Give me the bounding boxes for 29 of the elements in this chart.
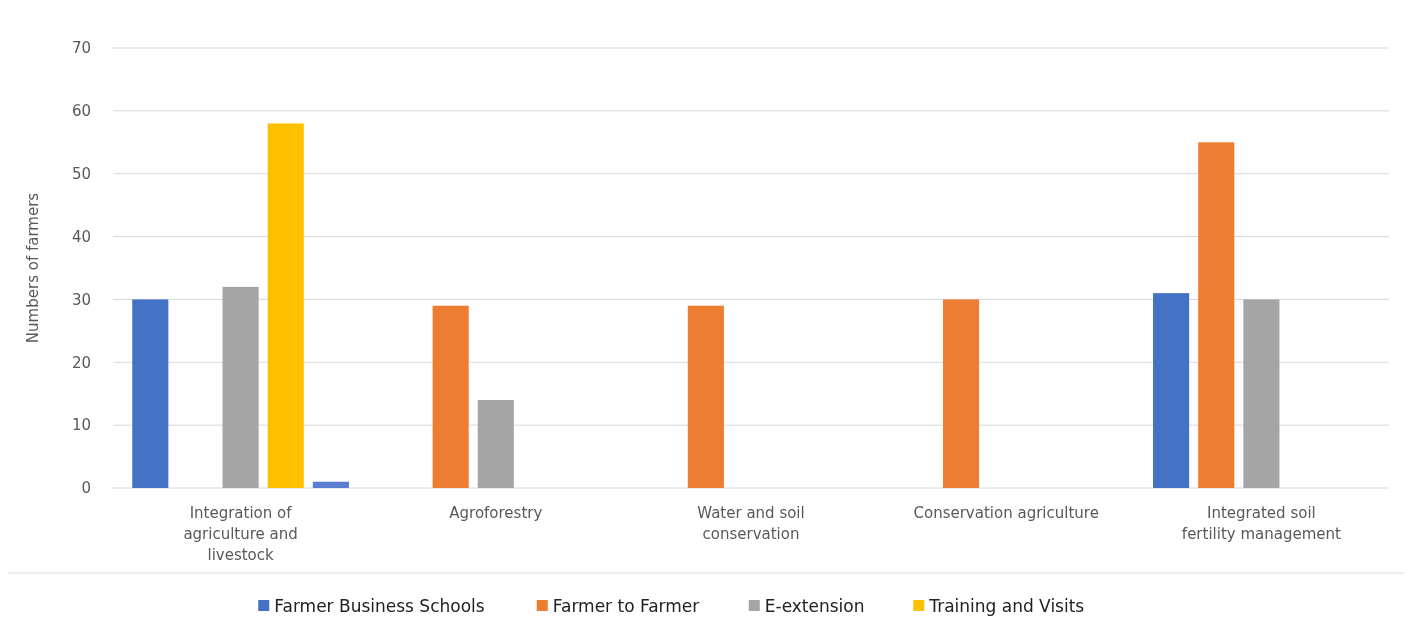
legend-label: Farmer Business Schools	[274, 595, 485, 616]
legend-label: Farmer to Farmer	[552, 595, 700, 616]
bar	[477, 400, 514, 488]
y-tick-label: 40	[71, 227, 91, 246]
x-tick-label: Agroforestry	[449, 504, 543, 522]
y-tick-label: 50	[71, 164, 91, 183]
y-tick-label: 20	[71, 353, 91, 372]
bar	[687, 305, 724, 488]
bar	[312, 481, 349, 488]
y-axis-title: Numbers of farmers	[24, 192, 42, 344]
bar	[432, 305, 469, 488]
y-tick-label: 0	[81, 479, 91, 498]
bar	[1243, 299, 1280, 488]
x-tick-label: Integrated soil fertility management	[1181, 504, 1342, 543]
y-tick-label: 30	[71, 290, 91, 309]
y-tick-label: 60	[71, 102, 91, 121]
bar	[132, 299, 169, 488]
y-tick-label: 10	[71, 416, 91, 435]
x-tick-label: Water and soil conservation	[697, 504, 805, 543]
bar	[267, 123, 304, 488]
y-tick-label: 70	[71, 39, 91, 58]
bar	[1153, 293, 1190, 488]
legend-label: E-extension	[764, 595, 865, 616]
legend-label: Training and Visits	[928, 595, 1085, 616]
x-tick-label: Integration of agriculture and livestock	[183, 504, 298, 564]
bar	[942, 299, 980, 488]
bar	[222, 286, 259, 488]
bar	[1198, 142, 1235, 488]
x-tick-label: Conservation agriculture	[913, 504, 1099, 522]
